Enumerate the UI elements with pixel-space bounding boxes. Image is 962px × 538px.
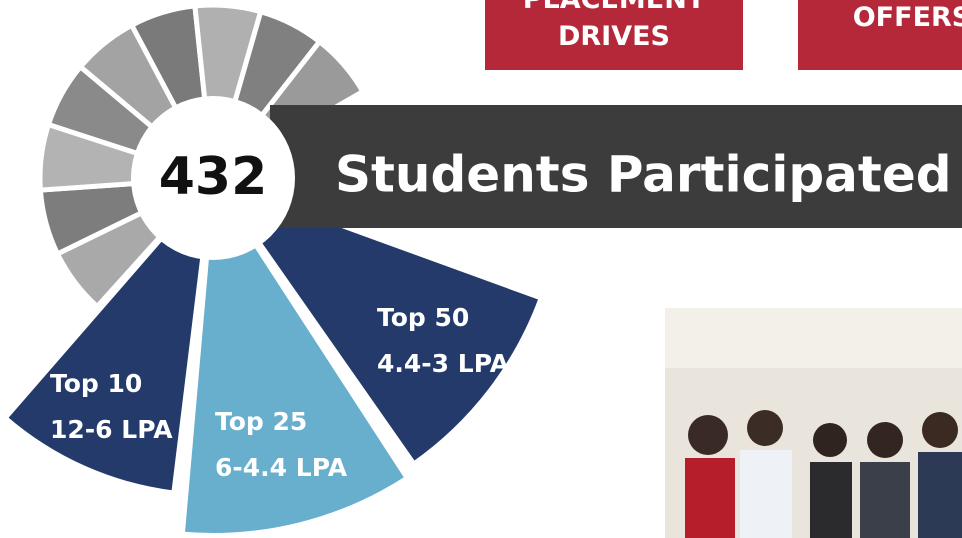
center-value: 432	[159, 147, 268, 207]
button-label: DRIVES	[558, 21, 670, 52]
tier-range: 6-4.4 LPA	[215, 453, 348, 482]
button-label: PLACEMENT	[523, 0, 706, 15]
infographic: Top 10 12-6 LPA Top 25 6-4.4 LPA Top 50 4.4-3…	[0, 0, 962, 538]
photo	[665, 308, 962, 538]
tier-title: Top 50	[377, 303, 469, 332]
caption: Students Participated	[335, 146, 952, 204]
tier-title: Top 10	[50, 369, 142, 398]
tier-range: 4.4-3 LPA	[377, 349, 510, 378]
tier-range: 12-6 LPA	[50, 415, 173, 444]
button-label: OFFERS	[853, 2, 962, 33]
page: Top 10 12-6 LPA Top 25 6-4.4 LPA Top 50 4.4-3…	[0, 0, 962, 538]
tier-title: Top 25	[215, 407, 307, 436]
